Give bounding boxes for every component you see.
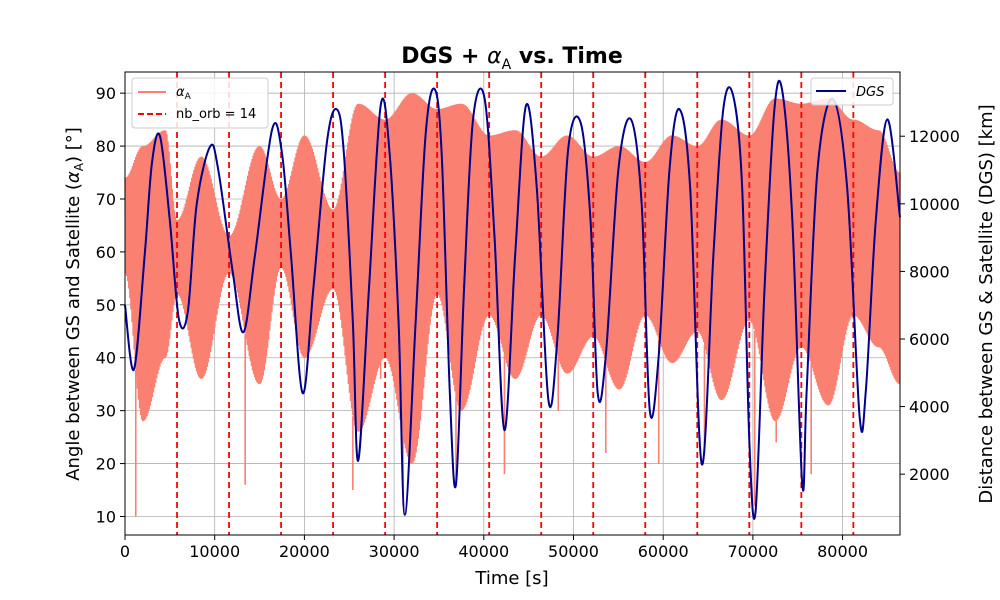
- y-right-tick-label: 10000: [909, 195, 960, 214]
- y-left-tick-label: 90: [96, 84, 116, 103]
- y-right-tick-label: 8000: [909, 262, 950, 281]
- y-left-label-sub: A: [72, 162, 86, 171]
- legend-right-box: [810, 77, 894, 106]
- x-tick-label: 0: [120, 542, 130, 561]
- y-left-tick-label: 50: [96, 296, 116, 315]
- y-left-tick-label: 70: [96, 190, 116, 209]
- x-tick-label: 30000: [369, 542, 420, 561]
- y-right-tick-label: 4000: [909, 398, 950, 417]
- x-axis-ticks: 0 10000 20000 30000 40000 50000 60000 70000 8000…: [120, 535, 868, 561]
- plot-frame: [124, 71, 901, 536]
- legend-left: αA nb_orb = 14: [131, 77, 269, 129]
- y-left-tick-label: 80: [96, 137, 116, 156]
- legend-left-box: [131, 77, 269, 129]
- chart-title-rest: vs. Time: [511, 44, 623, 69]
- dgs-line: [124, 79, 901, 520]
- chart-title-symbol: α: [487, 44, 502, 69]
- chart-title-main: DGS +: [401, 44, 487, 69]
- x-tick-label: 70000: [727, 542, 778, 561]
- alpha-line: [124, 93, 901, 464]
- y-left-tick-label: 40: [96, 349, 116, 368]
- x-tick-label: 40000: [458, 542, 509, 561]
- y-left-axis-label: Angle between GS and Satellite (αA) [°]: [63, 127, 86, 481]
- y-left-tick-label: 10: [96, 507, 116, 526]
- y-left-label-end: ) [°]: [63, 127, 84, 163]
- y-right-axis-label: Distance between GS & Satellite (DGS) [k…: [976, 104, 997, 503]
- x-axis-label: Time [s]: [474, 568, 548, 589]
- y-right-tick-label: 2000: [909, 465, 950, 484]
- legend-alpha-label: αA: [176, 85, 192, 102]
- y-left-label-main: Angle between GS and Satellite (: [63, 183, 84, 481]
- y-left-tick-label: 30: [96, 402, 116, 421]
- y-left-label-symbol: α: [63, 171, 84, 183]
- y-right-tick-label: 6000: [909, 330, 950, 349]
- x-tick-label: 50000: [548, 542, 599, 561]
- legend-dgs-label: DGS: [856, 85, 884, 100]
- x-tick-label: 80000: [817, 542, 868, 561]
- y-left-tick-label: 60: [96, 243, 116, 262]
- y-right-axis-ticks: 2000 4000 6000 8000 10000 12000: [900, 127, 960, 484]
- y-right-tick-label: 12000: [909, 127, 960, 146]
- x-tick-label: 60000: [638, 542, 689, 561]
- alpha-series: [124, 93, 901, 517]
- legend-right: DGS: [810, 77, 894, 106]
- dgs-series: [124, 79, 901, 520]
- y-left-axis-ticks: 10 20 30 40 50 60 70 80 90: [96, 84, 125, 526]
- chart-title-sub: A: [502, 57, 512, 73]
- y-left-tick-label: 20: [96, 455, 116, 474]
- legend-orbit-label: nb_orb = 14: [176, 107, 256, 122]
- chart-title: DGS + αA vs. Time: [401, 44, 623, 73]
- x-tick-label: 20000: [279, 542, 330, 561]
- x-tick-label: 10000: [189, 542, 240, 561]
